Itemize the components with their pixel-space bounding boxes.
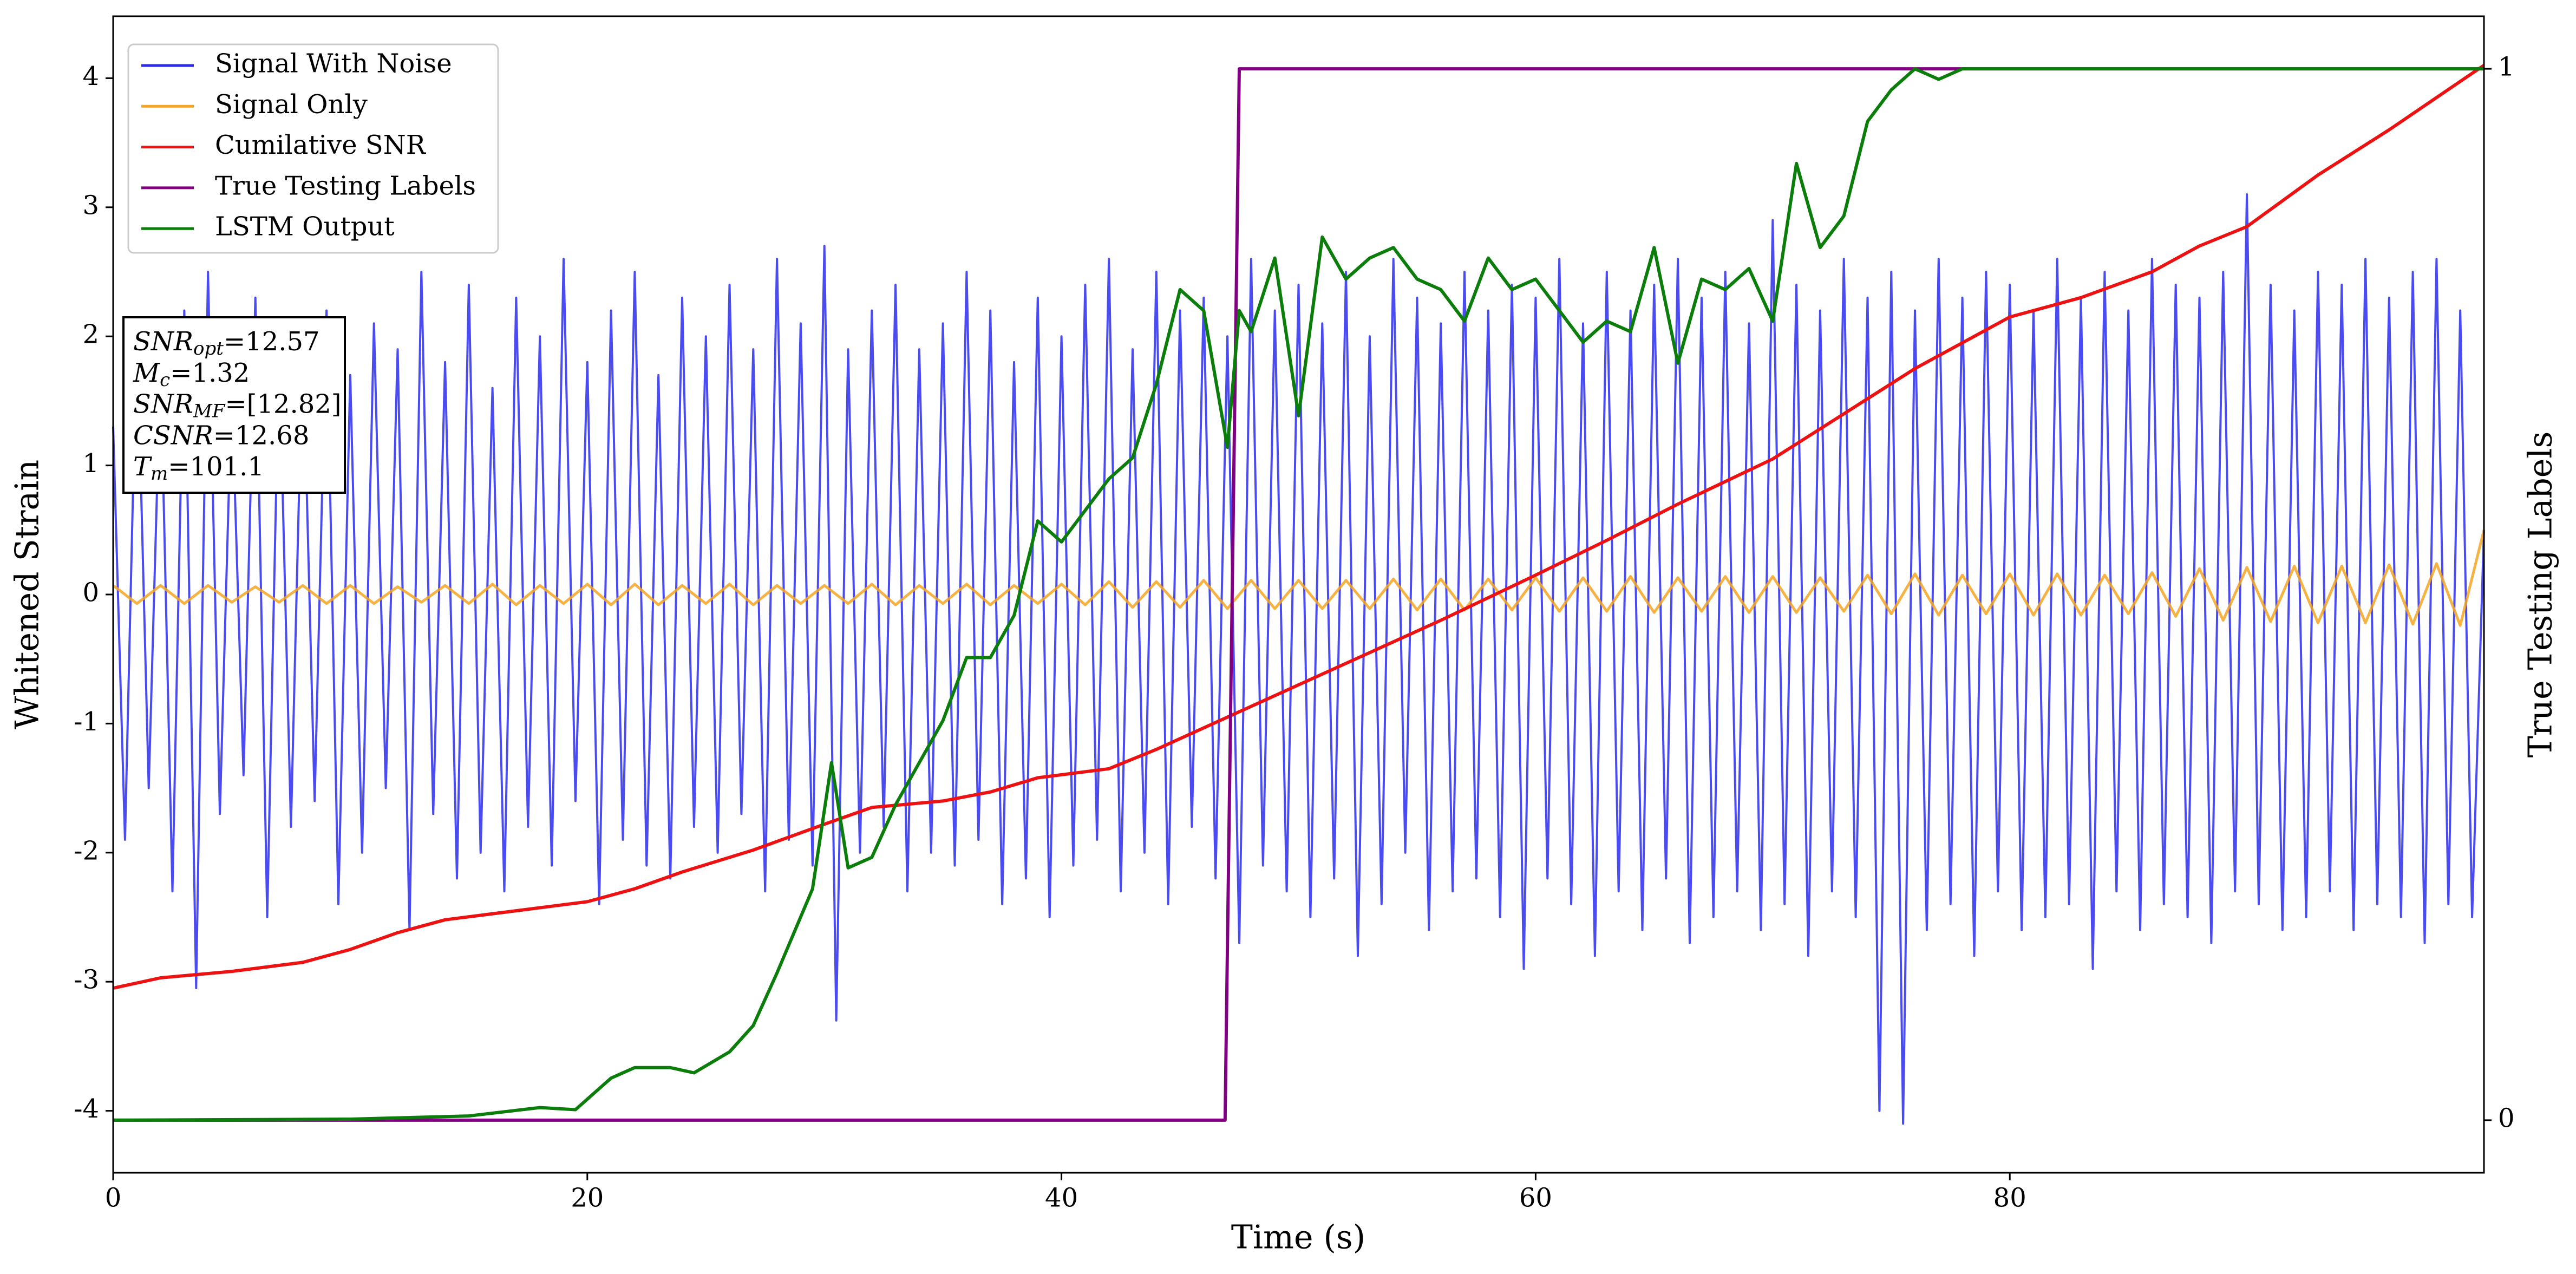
y-tick-label: -4 xyxy=(74,1094,99,1124)
series-line xyxy=(113,64,2485,990)
x-tick-label: 80 xyxy=(1993,1183,2026,1213)
annotation-line: CSNR=12.68 xyxy=(133,420,309,450)
series-line xyxy=(113,67,2484,1122)
annotation-text: CSNR xyxy=(133,420,213,450)
y2-tick-label: 0 xyxy=(2498,1103,2515,1133)
y-tick-label: 3 xyxy=(82,190,99,220)
legend-label: LSTM Output xyxy=(215,212,395,242)
annotation-text: SNR xyxy=(133,326,193,357)
legend-label: Signal Only xyxy=(215,89,368,120)
annotation-box xyxy=(122,316,346,494)
annotation-text: =1.32 xyxy=(170,357,250,388)
annotation-line: SNRMF=[12.82] xyxy=(133,389,342,422)
series-line xyxy=(112,530,2486,627)
annotation-text: T xyxy=(133,452,152,482)
plot-area xyxy=(112,64,2486,1125)
x-tick-label: 60 xyxy=(1519,1183,1552,1213)
annotation-text: SNR xyxy=(133,389,193,419)
x-axis-label: Time (s) xyxy=(1231,1219,1365,1257)
annotation-text: =12.57 xyxy=(224,326,320,357)
legend-label: Signal With Noise xyxy=(215,49,452,79)
series-line xyxy=(112,193,2485,1125)
annotation-text: =101.1 xyxy=(168,452,264,482)
annotation: SNRopt=12.57Mc=1.32SNRMF=[12.82]CSNR=12.… xyxy=(122,316,346,494)
annotation-text: M xyxy=(133,357,161,388)
annotation-text: c xyxy=(160,369,170,391)
legend-box xyxy=(127,43,499,254)
y-tick-label: -2 xyxy=(74,835,99,866)
annotation-line: Mc=1.32 xyxy=(133,357,250,391)
y2-tick-label: 1 xyxy=(2498,52,2515,82)
y-tick-label: 1 xyxy=(82,448,99,479)
legend-label: True Testing Labels xyxy=(215,171,476,201)
y-tick-label: 0 xyxy=(82,578,99,608)
annotation-text: =12.68 xyxy=(213,420,310,450)
y-axis-label: Whitened Strain xyxy=(9,460,47,729)
legend-label: Cumilative SNR xyxy=(215,130,427,160)
legend: Signal With Noise Signal Only Cumilative S… xyxy=(127,43,499,254)
y2-axis-label: True Testing Labels xyxy=(2522,432,2560,758)
y-tick-label: 2 xyxy=(82,319,99,350)
x-tick-label: 20 xyxy=(571,1183,604,1213)
y-tick-label: 4 xyxy=(82,61,99,92)
series-line xyxy=(113,67,2484,1122)
y-tick-label: -3 xyxy=(74,965,99,995)
annotation-text: MF xyxy=(193,401,226,422)
annotation-line: Tm=101.1 xyxy=(133,452,264,485)
annotation-text: m xyxy=(151,463,168,485)
y-tick-label: -1 xyxy=(74,707,99,737)
x-tick-label: 0 xyxy=(105,1183,122,1213)
annotation-line: SNRopt=12.57 xyxy=(133,326,320,360)
x-tick-label: 40 xyxy=(1045,1183,1078,1213)
annotation-text: =[12.82] xyxy=(225,389,341,419)
annotation-text: opt xyxy=(193,338,224,360)
